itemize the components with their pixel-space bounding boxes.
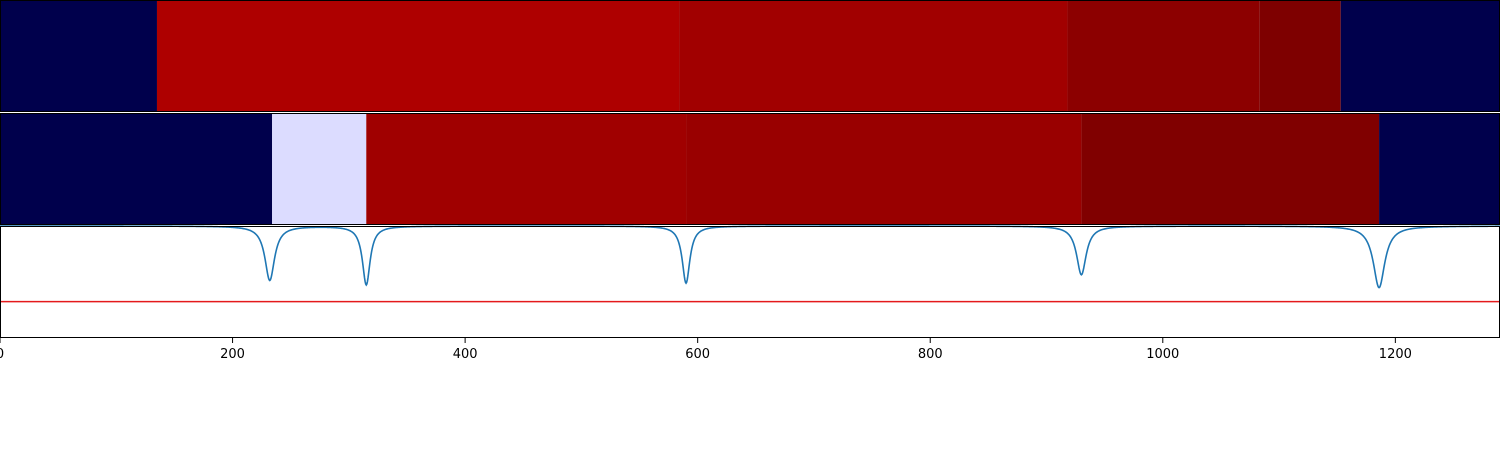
heatmap-cell-r2-1 xyxy=(0,113,273,225)
signal-panel xyxy=(0,225,1500,303)
heatmap-cell-r1-1 xyxy=(0,0,157,112)
heatmap-cell-r1-6 xyxy=(1340,0,1500,112)
heatmap-cell-r2-4 xyxy=(686,113,1082,225)
x-axis: 0 200 400 600 800 1000 1200 xyxy=(0,338,1412,362)
x-tick-label: 200 xyxy=(220,347,245,362)
heatmap-cell-r2-3 xyxy=(366,113,687,225)
x-tick-label: 1200 xyxy=(1379,347,1412,362)
x-tick-label: 0 xyxy=(0,347,4,362)
heatmap-cell-r1-3 xyxy=(679,0,1068,112)
heatmap-cell-r1-4 xyxy=(1067,0,1260,112)
x-tick-label: 600 xyxy=(685,347,710,362)
heatmap-cell-r2-6 xyxy=(1379,113,1500,225)
heatmap-row-1 xyxy=(0,0,1500,112)
heatmap-cell-r2-2 xyxy=(272,113,367,225)
x-tick-label: 1000 xyxy=(1146,347,1179,362)
signal-series-line xyxy=(0,225,1500,289)
x-tick-label: 800 xyxy=(918,347,943,362)
heatmap-cell-r2-5 xyxy=(1081,113,1380,225)
heatmap-row-2 xyxy=(0,113,1500,225)
heatmap-cell-r1-5 xyxy=(1259,0,1341,112)
heatmap-cell-r1-2 xyxy=(156,0,680,112)
panel-frame-3 xyxy=(0,226,1500,338)
x-tick-label: 400 xyxy=(453,347,478,362)
